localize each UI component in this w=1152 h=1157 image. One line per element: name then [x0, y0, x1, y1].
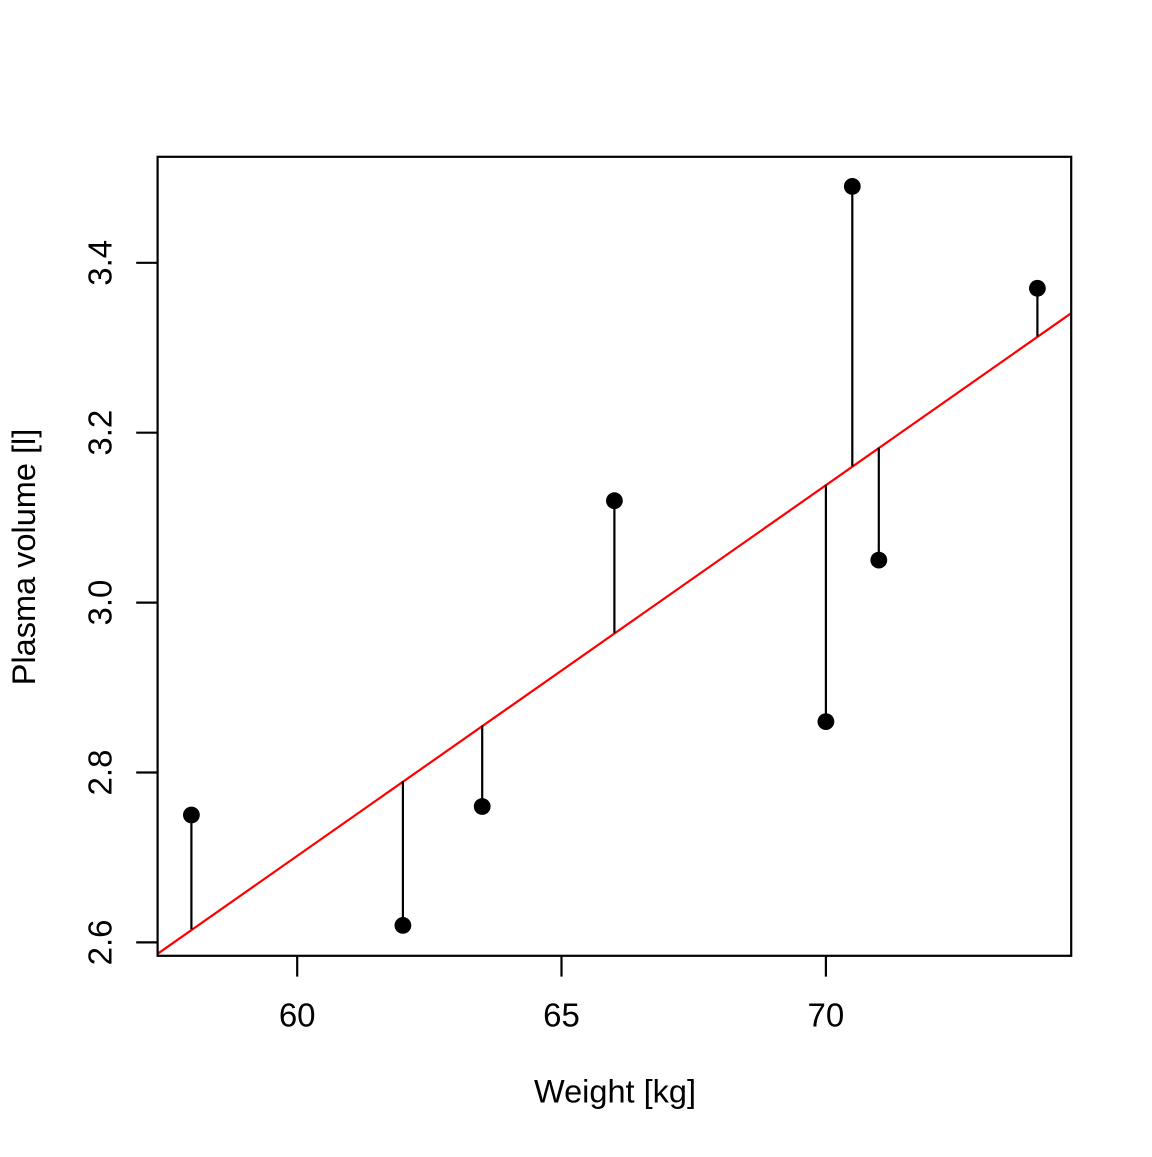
svg-text:2.6: 2.6 — [82, 919, 119, 965]
svg-text:2.8: 2.8 — [82, 750, 119, 796]
svg-text:60: 60 — [279, 997, 316, 1034]
svg-text:3.0: 3.0 — [82, 580, 119, 626]
svg-text:70: 70 — [808, 997, 845, 1034]
svg-text:65: 65 — [543, 997, 580, 1034]
svg-text:3.2: 3.2 — [82, 410, 119, 456]
svg-text:Plasma volume [l]: Plasma volume [l] — [6, 429, 42, 685]
svg-text:Weight [kg]: Weight [kg] — [534, 1074, 696, 1110]
svg-text:3.4: 3.4 — [82, 240, 119, 286]
